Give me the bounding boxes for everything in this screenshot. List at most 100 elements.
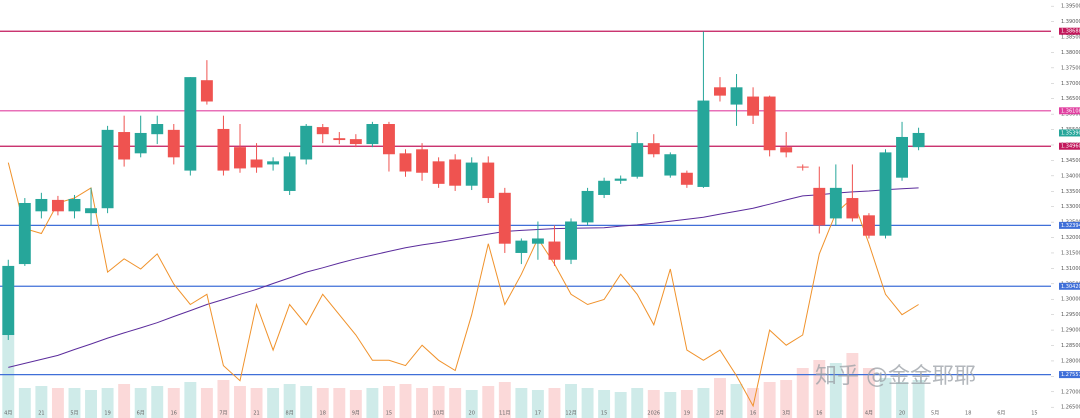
candle-body xyxy=(151,124,164,135)
x-tick-label: 18 xyxy=(965,411,971,417)
candle-body xyxy=(316,127,329,135)
volume-bar xyxy=(68,388,81,418)
candle-body xyxy=(813,187,826,226)
y-tick-label: 1.29000 xyxy=(1061,328,1080,334)
candle-body xyxy=(498,192,511,244)
y-tick-label: 1.34000 xyxy=(1061,173,1080,179)
volume-bar xyxy=(416,388,429,418)
level-tag xyxy=(1059,27,1080,35)
x-tick-label: 5月 xyxy=(70,411,78,417)
y-tick-label: 1.29500 xyxy=(1061,312,1080,318)
x-tick-label: 15 xyxy=(601,411,607,417)
y-tick-label: 1.37000 xyxy=(1061,81,1080,87)
y-tick-label: 1.37500 xyxy=(1061,65,1080,71)
volume-bar xyxy=(879,378,892,418)
y-tick-label: 1.31000 xyxy=(1061,266,1080,272)
volume-bar xyxy=(548,388,561,418)
x-tick-label: 2026 xyxy=(647,411,660,417)
candle-body xyxy=(399,153,412,172)
candle-body xyxy=(763,96,776,151)
volume-bar xyxy=(217,380,230,418)
x-tick-label: 21 xyxy=(253,411,259,417)
candle-body xyxy=(647,143,660,155)
candle-body xyxy=(730,87,743,105)
x-tick-label: 18 xyxy=(320,411,326,417)
indicator-line xyxy=(8,187,919,368)
volume-bar xyxy=(714,378,726,418)
y-tick-label: 1.38500 xyxy=(1061,35,1080,41)
candle-body xyxy=(333,138,346,141)
candle-body xyxy=(846,198,859,219)
volume-bar xyxy=(184,382,197,418)
x-tick-label: 16 xyxy=(750,411,756,417)
volume-bar xyxy=(35,386,48,418)
candle-body xyxy=(829,187,842,219)
y-tick-label: 1.38000 xyxy=(1061,50,1080,56)
volume-bar xyxy=(763,382,776,418)
volume-bar xyxy=(167,388,180,418)
volume-bar xyxy=(846,353,859,418)
candle-body xyxy=(68,198,81,212)
watermark: 知乎 @金金耶耶 xyxy=(815,364,976,389)
volume-bar xyxy=(85,390,97,418)
y-tick-label: 1.26500 xyxy=(1061,405,1080,411)
x-tick-label: 4月 xyxy=(4,411,12,417)
volume-bar xyxy=(399,384,412,418)
candle-body xyxy=(482,162,495,199)
x-tick-label: 3月 xyxy=(782,411,790,417)
volume-bar xyxy=(234,386,246,418)
candle-body xyxy=(184,77,197,171)
x-tick-label: 6月 xyxy=(997,411,1005,417)
volume-bar xyxy=(465,390,478,418)
candle-body xyxy=(18,202,31,265)
y-tick-label: 1.30000 xyxy=(1061,297,1080,303)
level-label: 1.30420 xyxy=(1061,284,1080,290)
volume-bar xyxy=(51,388,64,418)
candle-body xyxy=(200,80,213,102)
candle-body xyxy=(2,265,15,336)
candle-body xyxy=(565,221,577,260)
candle-body xyxy=(85,208,97,214)
level-label: 1.38688 xyxy=(1061,29,1080,35)
candle-body xyxy=(51,199,64,212)
volume-bar xyxy=(780,380,793,418)
volume-bar xyxy=(482,386,495,418)
y-tick-label: 1.33500 xyxy=(1061,189,1080,195)
x-tick-label: 4月 xyxy=(865,411,873,417)
x-tick-label: 10月 xyxy=(433,411,444,417)
level-tag xyxy=(1059,107,1080,115)
y-tick-label: 1.31500 xyxy=(1061,250,1080,256)
x-tick-label: 16 xyxy=(816,411,822,417)
candle-body xyxy=(134,132,147,154)
candle-body xyxy=(382,124,395,155)
candle-body xyxy=(664,154,677,176)
x-tick-label: 20 xyxy=(899,411,905,417)
y-tick-label: 1.39000 xyxy=(1061,19,1080,25)
volume-bar xyxy=(796,368,809,418)
candle-body xyxy=(912,132,925,148)
candle-body xyxy=(167,129,180,158)
x-tick-label: 19 xyxy=(684,411,690,417)
volume-bar xyxy=(813,360,826,418)
volume-bar xyxy=(647,390,660,418)
volume-bar xyxy=(680,390,693,418)
candle-body xyxy=(680,172,693,185)
x-tick-label: 6月 xyxy=(137,411,145,417)
volume-bar xyxy=(101,388,114,418)
candle-body xyxy=(349,139,362,145)
volume-bar xyxy=(531,390,544,418)
indicator-line xyxy=(7,162,919,408)
candle-body xyxy=(631,143,644,177)
candle-body xyxy=(862,215,875,236)
candle-body xyxy=(515,240,528,253)
level-label: 1.36108 xyxy=(1061,108,1080,114)
volume-bar xyxy=(382,386,395,418)
volume-bar xyxy=(118,384,131,418)
candle-body xyxy=(796,166,809,168)
volume-bar xyxy=(896,382,908,418)
candle-body xyxy=(416,149,429,173)
y-tick-label: 1.33000 xyxy=(1061,204,1080,210)
volume-bar xyxy=(432,386,445,418)
